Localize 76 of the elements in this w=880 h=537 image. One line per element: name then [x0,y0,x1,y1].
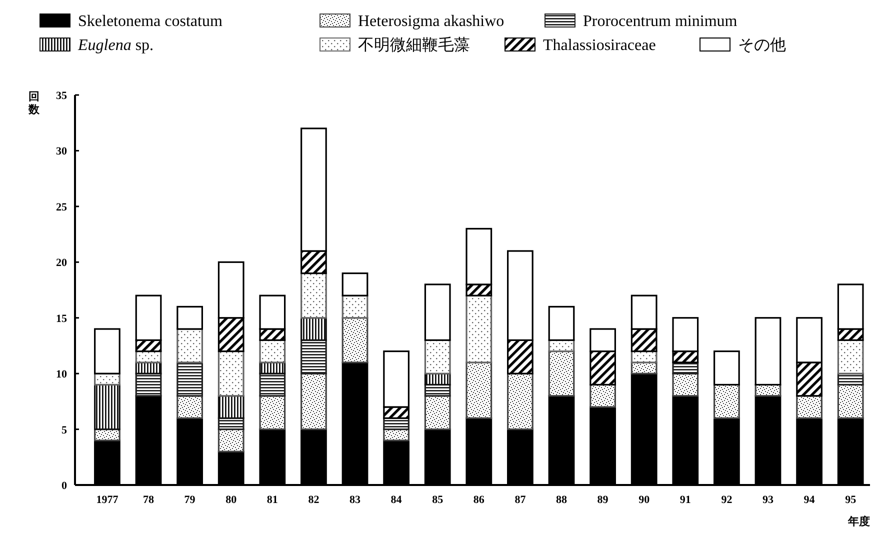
bar [176,328,203,364]
bar [259,395,286,430]
y-tick-label: 25 [56,201,68,214]
legend-label: Heterosigma akashiwo [358,13,504,30]
bar [630,362,658,374]
bar [259,362,286,374]
x-tick-label: 85 [432,494,444,506]
y-axis-title: 回数 [28,90,40,116]
legend-label: Thalassiosiraceae [543,37,656,54]
x-tick-label: 1977 [96,494,119,506]
x-tick-label: 95 [845,494,857,506]
legend-label: 不明微細鞭毛藻 [358,36,470,54]
bar [796,395,822,419]
bar [714,350,740,386]
bar [259,372,286,397]
x-tick-label: 94 [804,494,816,506]
bar [218,350,244,397]
bar [342,294,368,319]
bar [259,339,286,364]
y-tick-label: 15 [56,312,68,325]
bar [176,362,203,397]
bar [424,284,451,341]
bar [176,306,203,330]
x-tick-label: 83 [350,494,362,506]
bar [342,317,368,364]
bar [342,272,368,296]
bar [548,350,575,397]
bar [672,372,699,397]
bar [590,384,616,408]
x-axis-title: 年度 [847,515,870,528]
bar [135,362,162,374]
legend-label: Prorocentrum minimum [583,13,738,30]
x-tick-label: 91 [680,494,691,506]
y-tick-label: 5 [62,424,68,436]
bar [754,317,782,386]
bar [466,362,492,419]
x-tick-label: 90 [638,494,650,506]
bar [548,306,575,341]
x-tick-label: 82 [308,494,320,506]
x-tick-label: 80 [226,494,238,506]
legend-label: Euglena sp. [77,37,154,54]
x-tick-label: 81 [266,494,278,506]
bar [466,294,492,364]
x-tick-label: 79 [184,494,196,506]
x-tick-label: 92 [721,494,733,506]
x-tick-label: 93 [762,494,774,506]
x-tick-label: 86 [473,494,485,506]
bar [714,384,740,419]
bar [176,395,203,419]
bar [672,362,699,374]
bar [424,339,451,374]
bar [94,328,120,374]
legend-label: Skeletonema costatum [78,13,223,30]
bar [300,317,327,341]
bar [300,339,327,374]
y-tick-label: 20 [56,257,68,270]
bar [837,384,864,419]
x-tick-label: 87 [514,494,526,506]
x-tick-label: 89 [597,494,609,506]
y-tick-label: 30 [56,146,68,158]
y-tick-label: 10 [56,368,68,381]
bar [507,372,534,430]
bar [218,395,244,419]
bar [300,372,327,430]
bar [94,384,120,430]
x-tick-label: 78 [143,494,155,506]
bar [300,272,327,319]
x-tick-label: 88 [556,494,568,506]
x-tick-label: 84 [390,494,402,506]
bar [837,339,864,374]
bar [218,428,244,452]
bar [135,372,162,397]
legend-label: その他 [738,37,786,54]
y-tick-label: 35 [56,90,68,102]
bar [424,395,451,430]
y-tick-label: 0 [62,480,68,492]
